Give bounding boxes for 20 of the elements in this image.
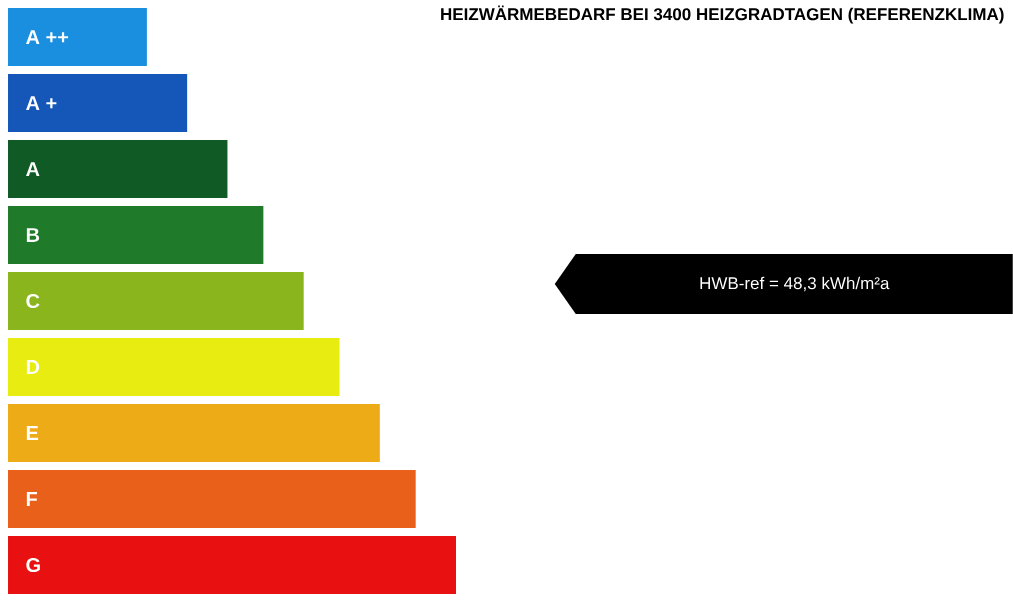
- bar: [8, 535, 456, 594]
- bar: [8, 206, 264, 264]
- bar: [8, 272, 304, 330]
- y-tick-label: A +: [26, 96, 57, 110]
- y-tick-label: E: [26, 426, 39, 440]
- y-tick-label: C: [26, 293, 40, 309]
- text: HWB-ref = 48,3 kWh/m²a: [700, 276, 890, 292]
- y-tick-label: A: [26, 162, 40, 176]
- bar: [8, 140, 228, 198]
- bar: [8, 74, 188, 133]
- y-tick-label: D: [26, 360, 40, 374]
- y-tick-label: F: [26, 492, 38, 506]
- text: HEIZWÄRMEBEDARF BEI 3400 HEIZGRADTAGEN (REFERENZKLIMA): [441, 5, 1004, 24]
- bar: [8, 469, 416, 528]
- bar: [8, 338, 340, 396]
- bar: [8, 8, 147, 67]
- bar: [8, 404, 380, 462]
- y-tick-label: B: [26, 228, 40, 242]
- y-tick-label: G: [26, 557, 40, 573]
- y-tick-label: A ++: [26, 30, 69, 44]
